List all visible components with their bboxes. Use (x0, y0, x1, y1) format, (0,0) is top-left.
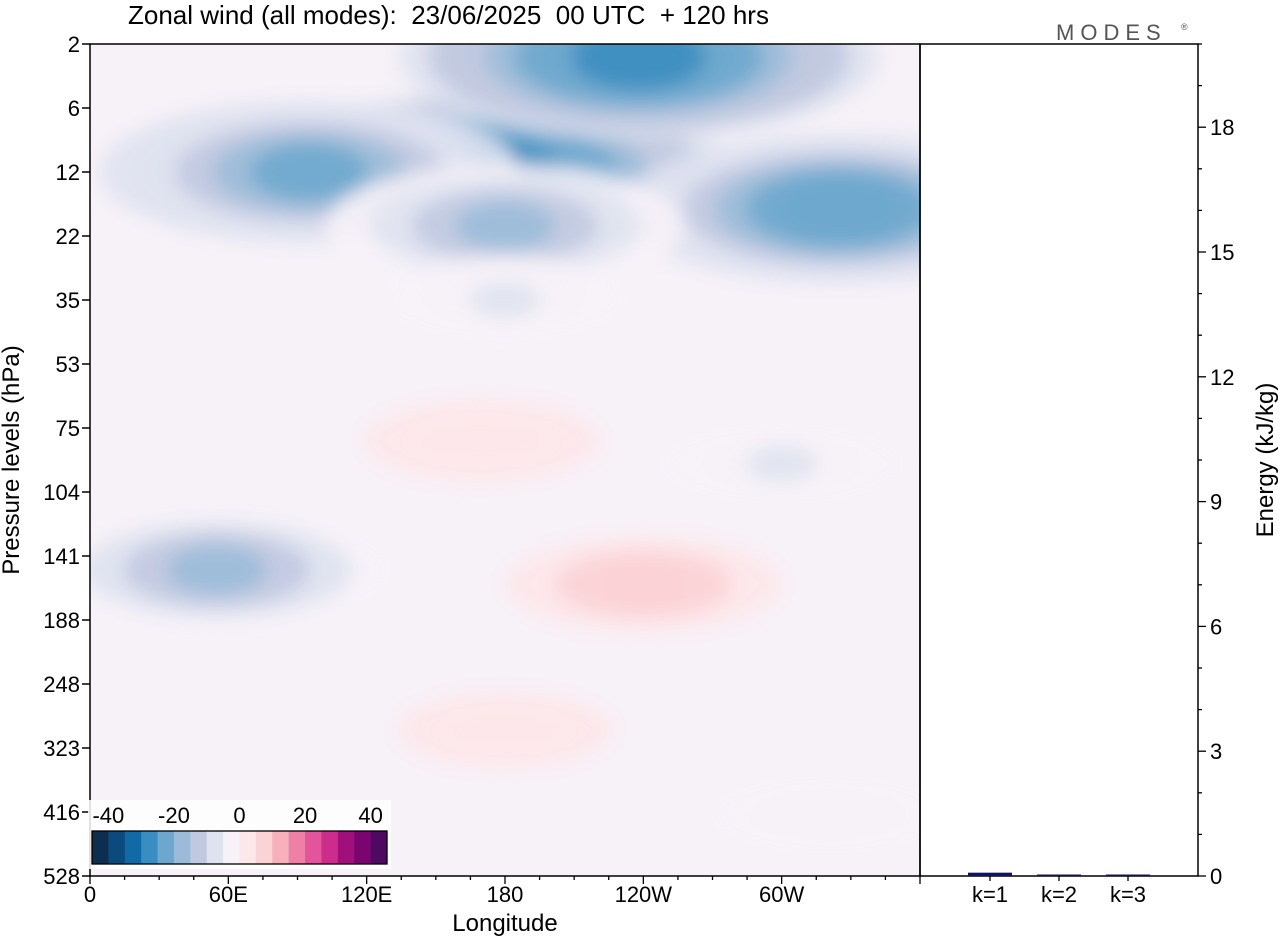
x-tick-label: 60W (759, 882, 804, 907)
brand-registered-mark: ® (1181, 22, 1188, 32)
heatmap-feature-11 (793, 797, 863, 832)
colorbar-swatch (255, 831, 273, 864)
y-tick-label: 12 (56, 160, 80, 185)
colorbar-swatch (370, 831, 388, 864)
x-tick-label: 120W (615, 882, 673, 907)
colorbar-swatch (354, 831, 372, 864)
energy-tick-label: 9 (1210, 490, 1222, 515)
x-tick-label: 180 (487, 882, 524, 907)
heatmap-feature-3 (571, 44, 706, 90)
energy-bars: k=1 k=2 k=3 (968, 872, 1150, 907)
colorbar-tick-label: -20 (158, 803, 190, 828)
energy-bar-k=1 (968, 872, 1012, 876)
y-tick-label: 528 (43, 864, 80, 889)
heatmap-feature-1 (250, 143, 368, 201)
brand-logo: MODES (1056, 20, 1167, 45)
heatmap-area (90, 44, 920, 876)
heatmap-feature-4 (454, 201, 556, 251)
colorbar-swatch (157, 831, 175, 864)
y-tick-label: 22 (56, 224, 80, 249)
colorbar-frame (91, 830, 388, 865)
colorbar-swatch (92, 831, 109, 864)
energy-category-label: k=2 (1041, 882, 1077, 907)
heatmap-fields (90, 44, 920, 858)
colorbar-swatch (272, 831, 290, 864)
heatmap-feature-2 (777, 178, 901, 239)
heatmap-feature-5 (468, 282, 542, 318)
y-tick-label: 75 (56, 416, 80, 441)
x-axis-label: Longitude (452, 910, 558, 937)
colorbar: -40 -20 0 20 40 (88, 800, 391, 869)
energy-tick-label: 18 (1210, 115, 1234, 140)
y-tick-label: 323 (43, 736, 80, 761)
colorbar-tick-label: 40 (358, 803, 382, 828)
chart-title: Zonal wind (all modes): 23/06/2025 00 UT… (128, 0, 769, 30)
colorbar-tick-label: 0 (233, 803, 245, 828)
heatmap-feature-9 (745, 445, 818, 482)
y-tick-label: 416 (43, 800, 80, 825)
heatmap-feature-8 (448, 423, 516, 458)
colorbar-tick-label: 20 (293, 803, 317, 828)
colorbar-swatch (223, 831, 240, 864)
energy-tick-label: 3 (1210, 739, 1222, 764)
colorbar-swatch (288, 831, 306, 864)
colorbar-swatch (124, 831, 142, 864)
x-tick-label: 120E (341, 882, 392, 907)
energy-category-label: k=1 (972, 882, 1008, 907)
colorbar-swatch (173, 831, 191, 864)
colorbar-swatch (206, 831, 224, 864)
heatmap-feature-7 (604, 564, 683, 604)
energy-tick-label: 12 (1210, 365, 1234, 390)
colorbar-swatch (239, 831, 257, 864)
y-tick-label: 53 (56, 352, 80, 377)
x-tick-label: 0 (84, 882, 96, 907)
y-tick-label: 2 (68, 32, 80, 57)
y-tick-label: 248 (43, 672, 80, 697)
colorbar-swatch (141, 831, 159, 864)
colorbar-swatch (108, 831, 126, 864)
energy-bar-k=3 (1106, 874, 1150, 876)
colorbar-swatch (337, 831, 355, 864)
energy-tick-label: 15 (1210, 240, 1234, 265)
y-tick-label: 188 (43, 608, 80, 633)
colorbar-tick-label: -40 (92, 803, 124, 828)
energy-category-label: k=3 (1110, 882, 1146, 907)
energy-bar-k=2 (1037, 874, 1081, 876)
energy-tick-label: 0 (1210, 864, 1222, 889)
heatmap-feature-6 (166, 545, 268, 595)
colorbar-swatch (321, 831, 339, 864)
colorbar-swatch (190, 831, 208, 864)
heatmap-feature-10 (474, 714, 536, 746)
energy-tick-label: 6 (1210, 614, 1222, 639)
y-tick-label: 141 (43, 544, 80, 569)
y-tick-label: 6 (68, 96, 80, 121)
y-tick-label: 35 (56, 288, 80, 313)
colorbar-swatch (305, 831, 322, 864)
x-tick-label: 60E (209, 882, 248, 907)
y-tick-label: 104 (43, 480, 80, 505)
energy-frame (919, 43, 1199, 877)
